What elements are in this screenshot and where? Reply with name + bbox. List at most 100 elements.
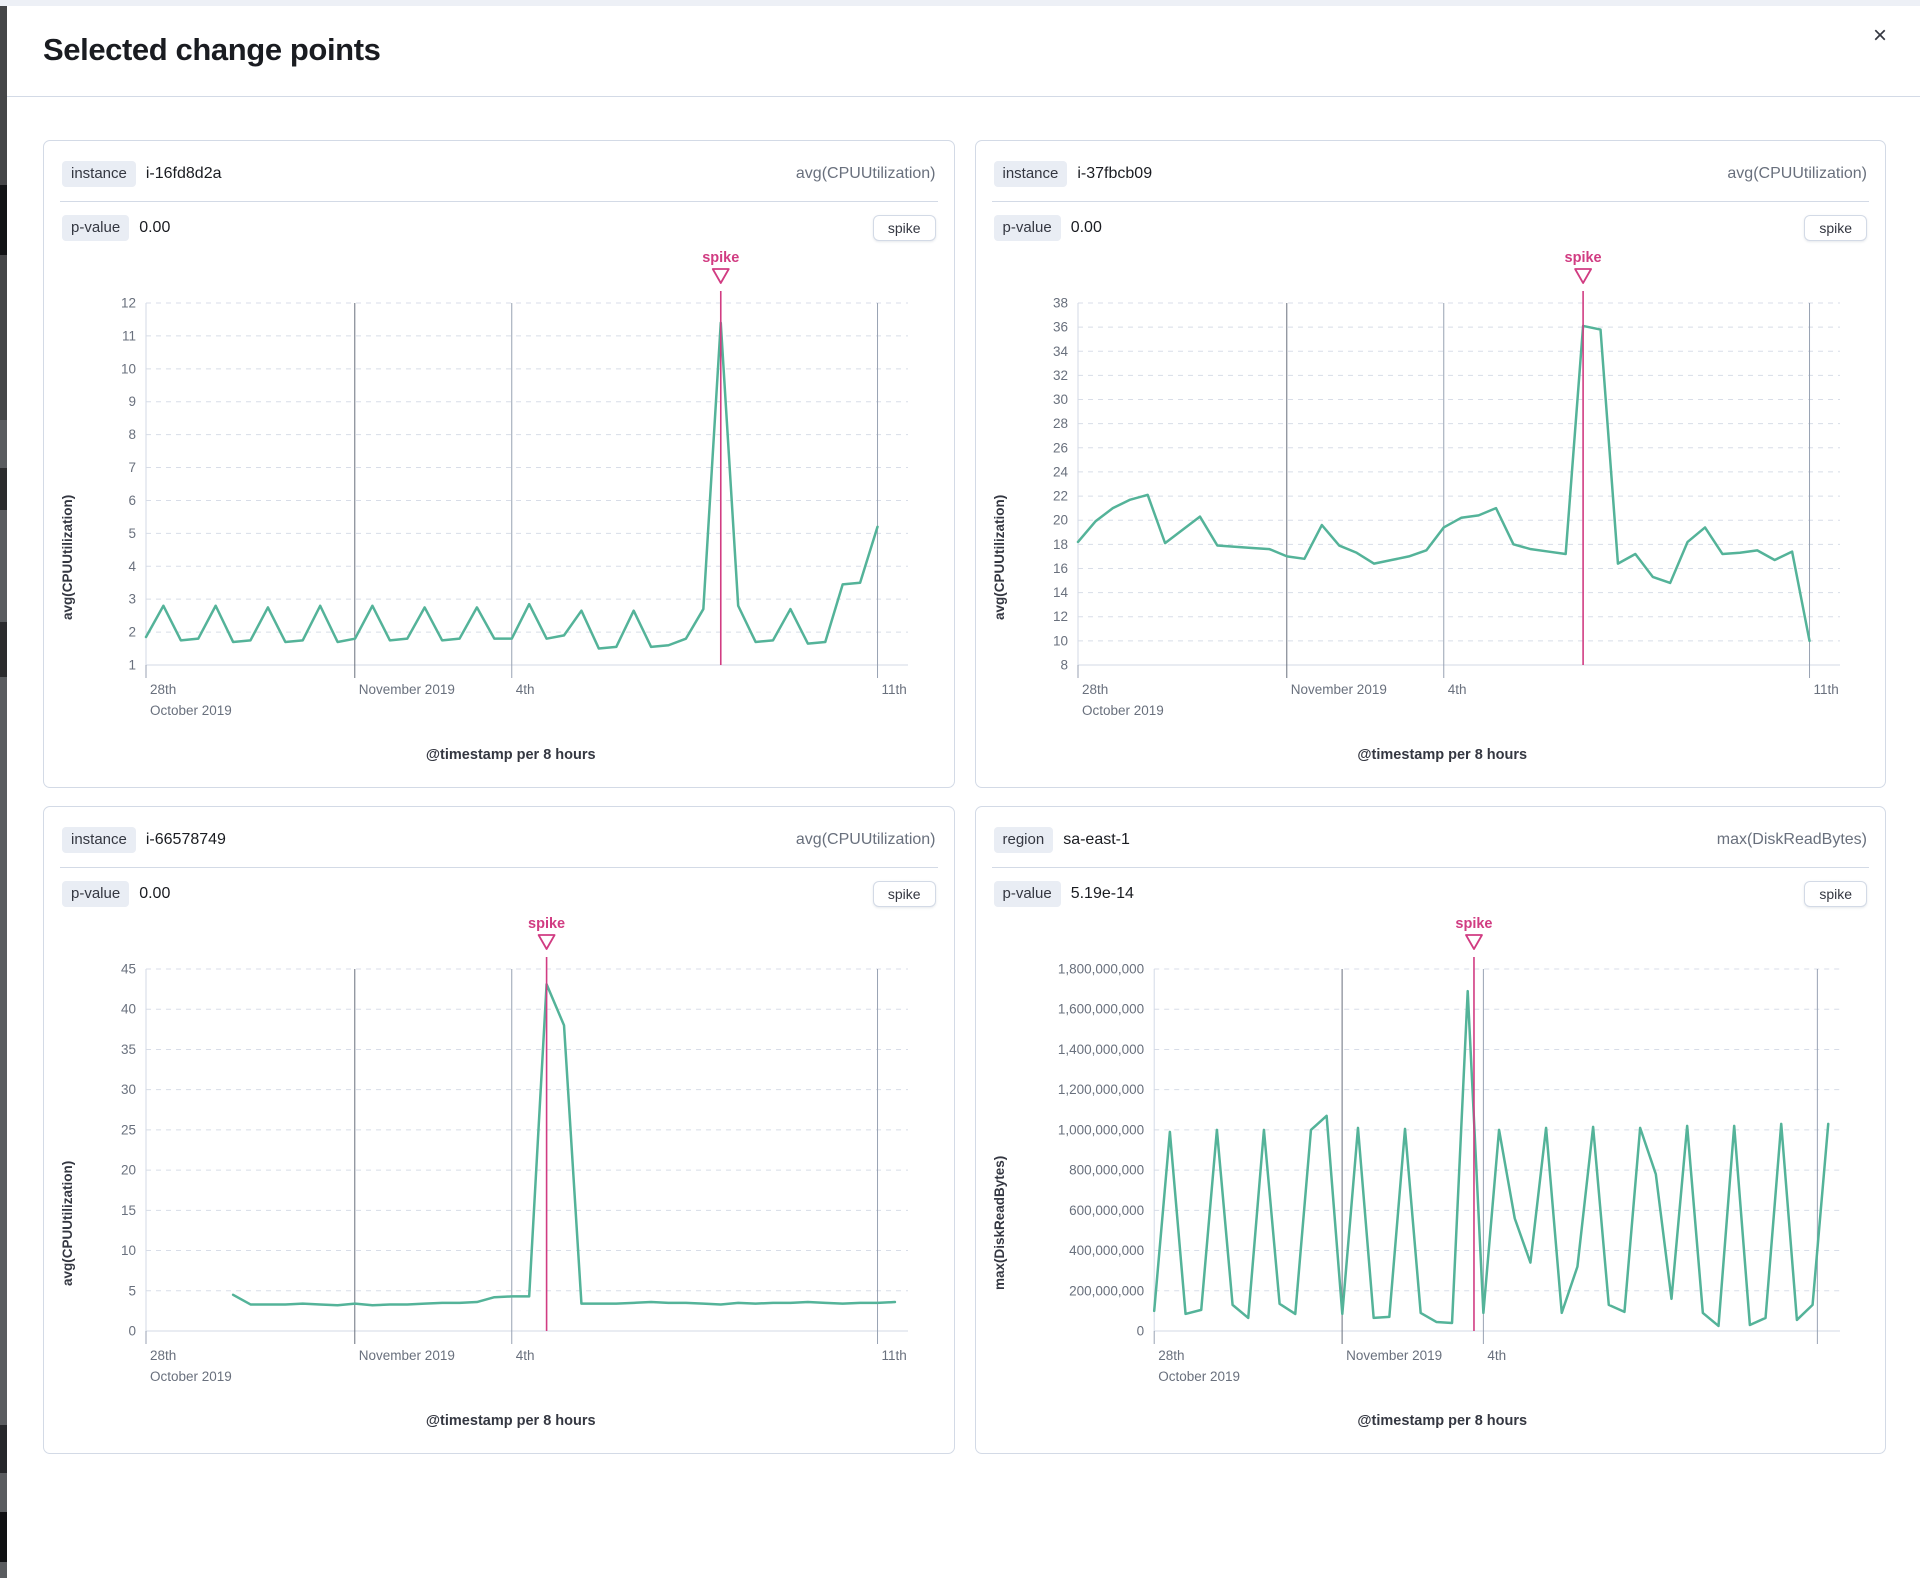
x-axis-title: @timestamp per 8 hours bbox=[1357, 747, 1528, 763]
svg-text:1,800,000,000: 1,800,000,000 bbox=[1057, 962, 1143, 977]
svg-text:36: 36 bbox=[1052, 320, 1067, 335]
page-top-strip bbox=[0, 0, 1920, 6]
background-fragment bbox=[0, 622, 7, 677]
panel-header-left: region sa-east-1 bbox=[993, 827, 1130, 853]
y-axis-title: avg(CPUUtilization) bbox=[60, 1160, 75, 1286]
svg-text:35: 35 bbox=[121, 1042, 136, 1057]
svg-text:12: 12 bbox=[121, 296, 136, 311]
svg-text:7: 7 bbox=[128, 460, 136, 475]
panel-stats-row: p-value 5.19e-14 spike bbox=[992, 868, 1870, 913]
y-axis-title: max(DiskReadBytes) bbox=[991, 1155, 1007, 1291]
p-value: 0.00 bbox=[139, 885, 171, 902]
svg-text:1: 1 bbox=[128, 658, 136, 673]
svg-text:20: 20 bbox=[121, 1163, 136, 1178]
page-title: Selected change points bbox=[43, 32, 381, 67]
close-icon[interactable]: × bbox=[1862, 18, 1898, 54]
spike-type-button[interactable]: spike bbox=[872, 881, 936, 907]
change-point-panel: instance i-16fd8d2a avg(CPUUtilization) … bbox=[43, 140, 955, 788]
chart-area: max(DiskReadBytes) 0 200,000,000 400,000,0… bbox=[992, 913, 1870, 1437]
svg-text:600,000,000: 600,000,000 bbox=[1069, 1203, 1144, 1218]
svg-text:10: 10 bbox=[121, 1243, 136, 1258]
svg-text:11th: 11th bbox=[882, 1348, 907, 1363]
p-value-group: p-value 0.00 bbox=[62, 881, 170, 907]
svg-text:10: 10 bbox=[121, 361, 136, 376]
p-value: 0.00 bbox=[1070, 219, 1102, 236]
panel-header: instance i-16fd8d2a avg(CPUUtilization) bbox=[60, 155, 938, 202]
chart-area: avg(CPUUtilization) 0 5 10 15 20 25 30 35 40 45 28… bbox=[60, 913, 938, 1437]
svg-text:8: 8 bbox=[128, 427, 136, 442]
p-value-group: p-value 0.00 bbox=[62, 215, 170, 241]
p-value-group: p-value 0.00 bbox=[993, 215, 1102, 241]
change-point-chart: 8 10 12 14 16 18 20 22 24 26 28 30 32 34 36 38 28th Octob… bbox=[1016, 247, 1870, 743]
background-fragment bbox=[0, 1425, 7, 1473]
p-value: 0.00 bbox=[139, 219, 171, 236]
field-value: sa-east-1 bbox=[1063, 831, 1130, 848]
panel-header-left: instance i-37fbcb09 bbox=[993, 161, 1152, 187]
p-value-badge: p-value bbox=[993, 881, 1061, 907]
field-name-badge: instance bbox=[62, 161, 136, 187]
svg-text:1,400,000,000: 1,400,000,000 bbox=[1057, 1042, 1143, 1057]
svg-text:28th: 28th bbox=[150, 1348, 176, 1363]
svg-text:November 2019: November 2019 bbox=[359, 1348, 455, 1363]
svg-text:3: 3 bbox=[128, 592, 136, 607]
metric-label: avg(CPUUtilization) bbox=[1727, 165, 1867, 182]
change-point-chart: 0 5 10 15 20 25 30 35 40 45 28th October 2019 Novemb… bbox=[84, 913, 938, 1409]
svg-text:4: 4 bbox=[128, 559, 136, 574]
svg-text:11: 11 bbox=[122, 328, 136, 343]
panels-grid: instance i-16fd8d2a avg(CPUUtilization) … bbox=[7, 97, 1920, 1578]
x-axis-title: @timestamp per 8 hours bbox=[425, 747, 596, 763]
field-name-badge: instance bbox=[993, 161, 1068, 187]
svg-text:400,000,000: 400,000,000 bbox=[1069, 1243, 1144, 1258]
svg-text:800,000,000: 800,000,000 bbox=[1069, 1163, 1144, 1178]
spike-type-button[interactable]: spike bbox=[1804, 215, 1867, 241]
field-value: i-66578749 bbox=[145, 831, 226, 848]
svg-text:October 2019: October 2019 bbox=[150, 703, 232, 718]
change-point-chart: 1 2 3 4 5 6 7 8 9 10 11 12 28th October 2019 November … bbox=[84, 247, 938, 743]
panel-header-left: instance i-66578749 bbox=[62, 827, 226, 853]
svg-text:November 2019: November 2019 bbox=[1290, 682, 1386, 697]
chart-column: 8 10 12 14 16 18 20 22 24 26 28 30 32 34 36 38 28th Octob… bbox=[1016, 247, 1870, 771]
svg-text:45: 45 bbox=[121, 962, 136, 977]
change-point-panel: instance i-66578749 avg(CPUUtilization) … bbox=[43, 806, 955, 1454]
background-fragment bbox=[0, 1512, 7, 1562]
p-value-group: p-value 5.19e-14 bbox=[993, 881, 1134, 907]
svg-text:32: 32 bbox=[1052, 368, 1067, 383]
panel-stats-row: p-value 0.00 spike bbox=[60, 868, 938, 913]
svg-text:spike: spike bbox=[702, 250, 739, 266]
spike-type-button[interactable]: spike bbox=[872, 215, 936, 241]
svg-text:2: 2 bbox=[128, 625, 136, 640]
p-value-badge: p-value bbox=[993, 215, 1061, 241]
svg-text:28th: 28th bbox=[1082, 682, 1108, 697]
metric-label: avg(CPUUtilization) bbox=[795, 831, 936, 848]
svg-text:spike: spike bbox=[528, 916, 565, 932]
chart-area: avg(CPUUtilization) 1 2 3 4 5 6 7 8 9 10 11 12 28th O… bbox=[60, 247, 938, 771]
change-point-chart: 0 200,000,000 400,000,000 600,000,000 800,00… bbox=[1016, 913, 1870, 1409]
svg-text:4th: 4th bbox=[516, 682, 535, 697]
svg-text:40: 40 bbox=[121, 1002, 136, 1017]
svg-text:38: 38 bbox=[1052, 296, 1067, 311]
change-point-panel: region sa-east-1 max(DiskReadBytes) p-va… bbox=[974, 806, 1886, 1454]
y-axis-title: avg(CPUUtilization) bbox=[60, 494, 75, 620]
p-value-badge: p-value bbox=[62, 215, 130, 241]
svg-text:15: 15 bbox=[121, 1203, 136, 1218]
svg-text:11th: 11th bbox=[882, 682, 907, 697]
svg-text:30: 30 bbox=[1052, 392, 1067, 407]
svg-text:28th: 28th bbox=[1158, 1348, 1184, 1363]
svg-text:11th: 11th bbox=[1813, 682, 1838, 697]
svg-text:0: 0 bbox=[128, 1324, 136, 1339]
svg-text:1,000,000,000: 1,000,000,000 bbox=[1057, 1122, 1143, 1137]
svg-text:200,000,000: 200,000,000 bbox=[1069, 1283, 1144, 1298]
svg-text:9: 9 bbox=[128, 394, 136, 409]
svg-text:spike: spike bbox=[1455, 916, 1492, 932]
spike-type-button[interactable]: spike bbox=[1804, 881, 1867, 907]
chart-svg: 0 200,000,000 400,000,000 600,000,000 800,00… bbox=[1057, 916, 1840, 1384]
svg-text:12: 12 bbox=[1052, 609, 1067, 624]
svg-text:28: 28 bbox=[1052, 416, 1067, 431]
x-axis-title: @timestamp per 8 hours bbox=[1357, 1413, 1528, 1429]
chart-column: 0 200,000,000 400,000,000 600,000,000 800,00… bbox=[1016, 913, 1870, 1437]
svg-text:October 2019: October 2019 bbox=[1158, 1369, 1240, 1384]
svg-text:22: 22 bbox=[1052, 489, 1067, 504]
svg-text:16: 16 bbox=[1052, 561, 1067, 576]
